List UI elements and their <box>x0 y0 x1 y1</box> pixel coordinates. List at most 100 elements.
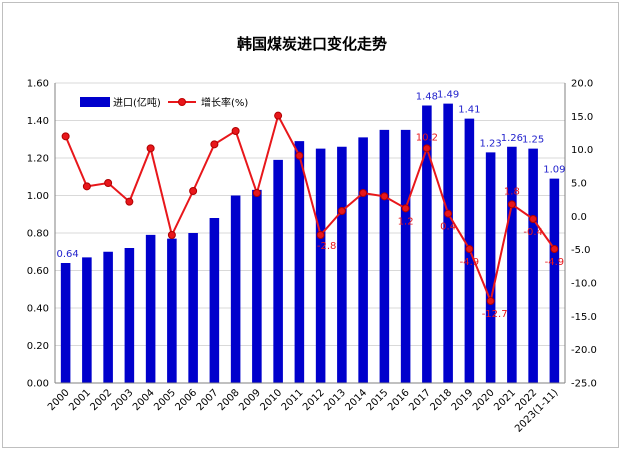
x-tick-label: 2020 <box>471 387 497 413</box>
x-tick-label: 2011 <box>280 387 306 413</box>
line-data-label: 1.8 <box>504 186 520 197</box>
data-labels: 0.64 1.481.49 1.41 1.231.261.25 1.09 -2.8 1.2 1… <box>56 90 565 320</box>
line-point <box>337 207 346 215</box>
x-tick-label: 2009 <box>237 387 263 413</box>
bar <box>230 195 241 383</box>
chart-title: 韩国煤炭进口变化走势 <box>237 35 387 53</box>
line-point <box>82 182 91 191</box>
y-right-tick-label: 20.0 <box>571 79 593 90</box>
y-right-tick-label: -25.0 <box>571 379 597 390</box>
x-tick-label: 2019 <box>450 387 476 413</box>
line-point <box>125 197 134 206</box>
y-left-tick-label: 0.20 <box>27 341 49 352</box>
line-point <box>316 231 325 239</box>
y-left-tick-label: 1.20 <box>27 154 49 165</box>
y-left-tick-label: 1.00 <box>27 191 49 202</box>
y-right-tick-label: 15.0 <box>571 112 593 123</box>
bar <box>145 234 156 383</box>
bar <box>358 137 368 383</box>
line-point <box>380 192 389 201</box>
x-tick-label: 2001 <box>67 387 93 413</box>
line-point <box>401 204 410 213</box>
y-right-tick-label: 10.0 <box>571 145 593 156</box>
line-point <box>507 200 516 209</box>
bar-data-label: 1.41 <box>458 105 480 116</box>
line-point <box>444 209 453 218</box>
bar-data-label: 1.09 <box>543 165 565 176</box>
bar <box>294 141 305 383</box>
x-tick-label: 2018 <box>428 387 454 413</box>
bar <box>167 238 177 383</box>
x-tick-label: 2021 <box>492 387 518 413</box>
line-data-label: -12.7 <box>482 309 508 320</box>
x-tick-label: 2006 <box>173 387 199 413</box>
y-left-tick-label: 1.60 <box>27 79 49 90</box>
line-point <box>146 144 155 153</box>
line-point <box>529 215 538 223</box>
line-data-label: -4.9 <box>460 257 480 268</box>
line-point <box>359 189 368 197</box>
x-tick-label: 2007 <box>195 387 221 413</box>
line-point <box>189 187 198 195</box>
line-data-label: 1.2 <box>398 216 414 227</box>
y-left-tick-label: 1.40 <box>27 116 49 127</box>
line-point <box>550 245 559 253</box>
legend: 进口(亿吨) 增长率(%) <box>80 96 248 109</box>
bar <box>103 251 113 383</box>
line-point <box>252 189 261 197</box>
bar <box>379 129 390 383</box>
y-right-tick-label: 5.0 <box>571 179 587 190</box>
legend-bar-swatch <box>80 97 110 107</box>
x-tick-label: 2014 <box>343 387 369 413</box>
x-tick-label: 2003 <box>110 387 136 413</box>
bar <box>337 146 347 383</box>
bar-series <box>60 103 560 383</box>
line-series <box>61 111 559 305</box>
line-point <box>167 231 176 239</box>
legend-bar-label: 进口(亿吨) <box>113 96 161 109</box>
line-data-label: -0.4 <box>523 227 543 238</box>
legend-line-label: 增长率(%) <box>201 96 248 109</box>
bar <box>507 146 517 383</box>
y-right-tick-label: -5.0 <box>571 245 591 256</box>
bar <box>60 263 71 383</box>
line-point <box>274 111 283 120</box>
bar-data-label: 0.64 <box>56 249 78 260</box>
bar <box>82 257 92 383</box>
growth-line <box>64 112 556 305</box>
x-tick-label: 2017 <box>407 387 433 413</box>
line-point <box>295 151 304 160</box>
x-tick-label: 2002 <box>88 387 114 413</box>
bar <box>273 159 283 383</box>
line-point <box>61 132 70 141</box>
bar-data-label: 1.49 <box>437 90 459 101</box>
bar-data-label: 1.23 <box>479 138 501 149</box>
bar <box>549 178 560 383</box>
bar <box>443 103 453 383</box>
line-data-label: -2.8 <box>317 241 337 252</box>
bar <box>252 189 262 383</box>
y-right-tick-label: -20.0 <box>571 345 597 356</box>
y-left-tick-label: 0.80 <box>27 229 49 240</box>
line-point <box>104 179 113 187</box>
bar <box>400 129 411 383</box>
line-data-label: 10.2 <box>416 132 438 143</box>
bar <box>209 218 220 383</box>
line-point <box>486 297 495 305</box>
x-tick-label: 2012 <box>301 387 327 413</box>
x-tick-label: 2004 <box>131 387 157 413</box>
y-right-tick-label: 0.0 <box>571 212 587 223</box>
y-right-tick-label: -10.0 <box>571 279 597 290</box>
y-left-tick-label: 0.00 <box>27 379 49 390</box>
line-point <box>210 140 219 149</box>
line-point <box>422 144 431 153</box>
x-tick-label: 2008 <box>216 387 242 413</box>
bar-data-label: 1.25 <box>522 135 544 146</box>
line-data-label: -4.9 <box>545 257 565 268</box>
line-data-label: 0.4 <box>440 222 456 233</box>
bar <box>188 233 198 383</box>
y-left-tick-label: 0.40 <box>27 304 49 315</box>
x-tick-label: 2010 <box>258 387 284 413</box>
y-left-tick-label: 0.60 <box>27 266 49 277</box>
